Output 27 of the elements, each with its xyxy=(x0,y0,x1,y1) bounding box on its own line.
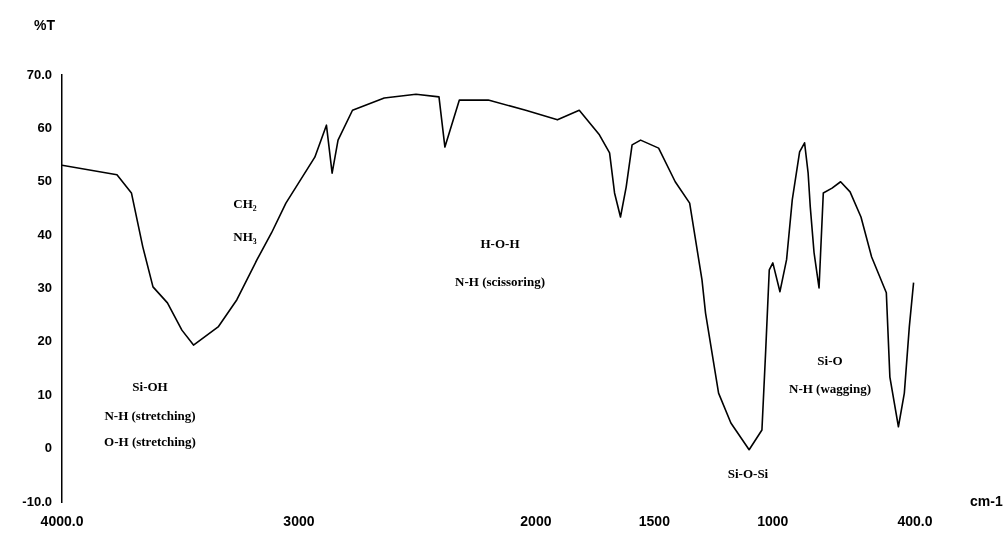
annotation: N-H (stretching) xyxy=(104,408,196,424)
annotation: Si-OH xyxy=(132,379,168,395)
annotation: O-H (stretching) xyxy=(104,434,196,450)
x-tick-label: 1000 xyxy=(757,513,789,530)
annotation: CH₂ xyxy=(233,196,257,212)
y-tick-label: 50 xyxy=(37,173,52,189)
x-axis-title: cm-1 xyxy=(970,492,1003,509)
annotation: NH₃ xyxy=(233,229,257,245)
y-tick-label: 30 xyxy=(37,280,52,296)
annotation: Si-O-Si xyxy=(727,466,769,482)
x-tick-label: 3000 xyxy=(283,513,315,530)
y-axis-title: %T xyxy=(34,16,56,33)
y-tick-label: 70.0 xyxy=(26,66,52,82)
x-tick-label: 400.0 xyxy=(897,513,933,530)
annotation: Si-O xyxy=(817,353,843,369)
annotation: H-O-H xyxy=(480,236,520,252)
y-tick-label: 20 xyxy=(37,333,52,349)
y-tick-label: 0 xyxy=(44,440,52,456)
y-tick-label: 10 xyxy=(37,386,52,402)
x-tick-label: 4000.0 xyxy=(40,513,84,530)
y-tick-label: 40 xyxy=(37,226,52,242)
annotation: N-H (scissoring) xyxy=(455,274,545,290)
annotation: N-H (wagging) xyxy=(789,381,871,397)
x-tick-label: 2000 xyxy=(520,513,552,530)
y-tick-label: 60 xyxy=(37,119,52,135)
x-tick-label: 1500 xyxy=(638,513,671,530)
y-tick-label: -10.0 xyxy=(22,493,52,509)
